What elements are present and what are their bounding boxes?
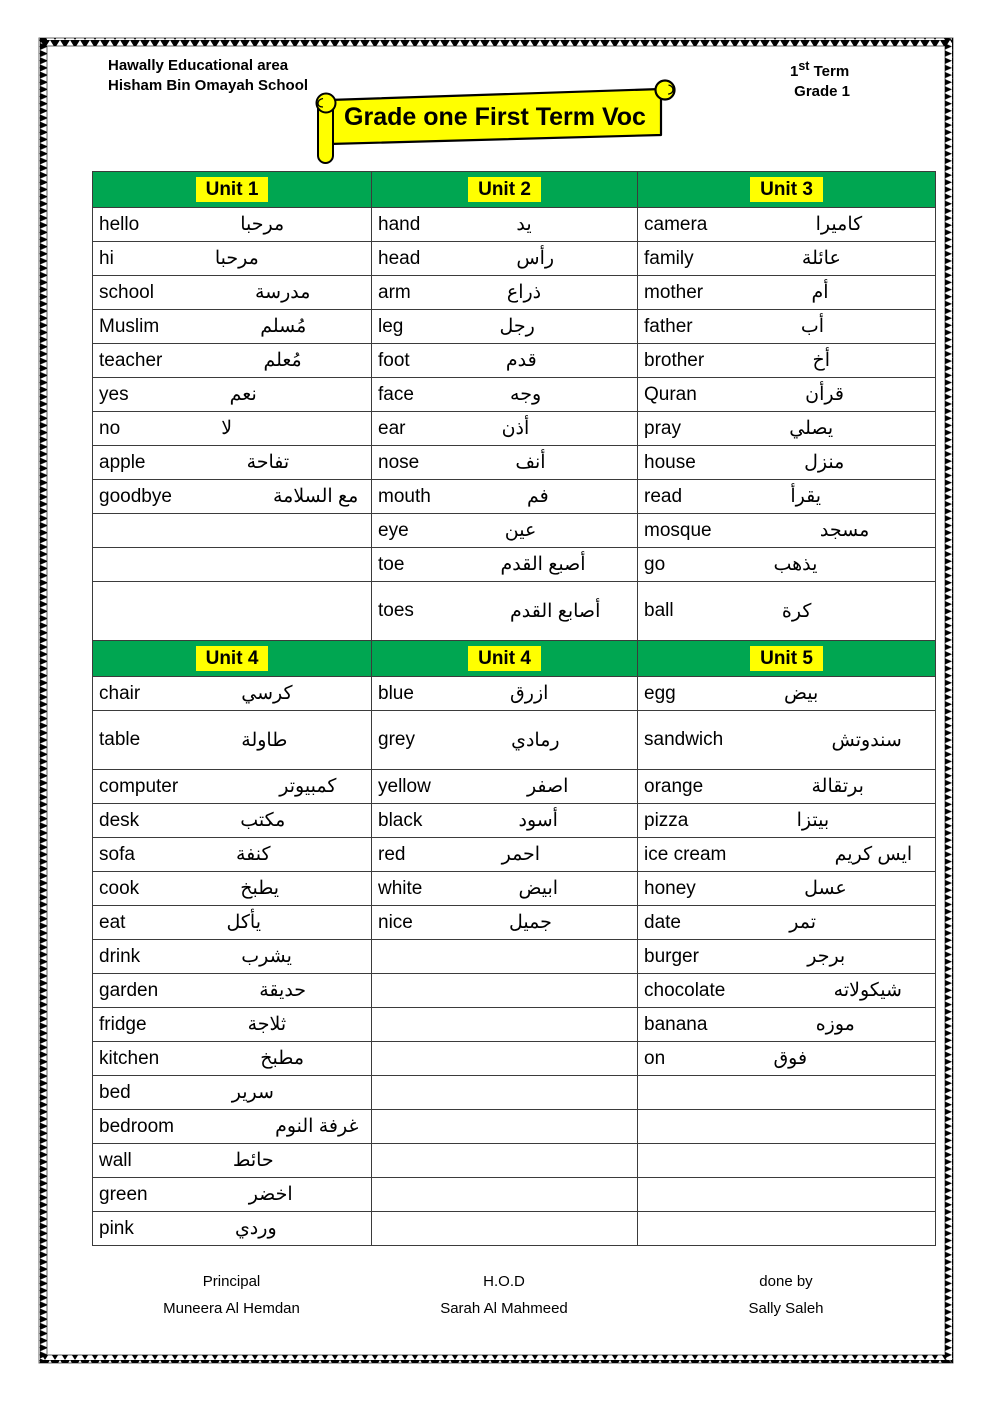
svg-text:Grade one First Term Voc: Grade one First Term Voc — [344, 103, 646, 131]
